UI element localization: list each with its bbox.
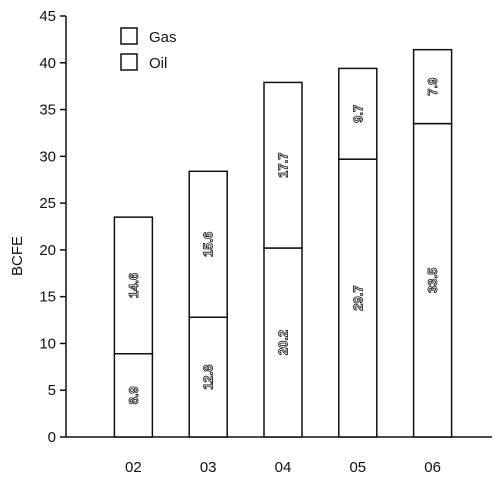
bar-segment-gas-03 — [188, 170, 228, 318]
y-axis-title: BCFE — [9, 236, 26, 276]
y-tick-label: 40 — [39, 55, 56, 72]
y-tick-label: 30 — [39, 148, 56, 165]
bar-segment-oil-02 — [113, 352, 154, 438]
bar-segment-oil-05 — [338, 158, 378, 438]
data-label-gas-05: 9.7 — [350, 105, 365, 123]
legend-swatch-gas — [120, 27, 138, 45]
x-tick-label: 06 — [424, 459, 441, 476]
bar-segment-gas-04 — [263, 81, 303, 249]
y-tick-label: 45 — [39, 8, 56, 25]
data-label-oil-02: 8.9 — [126, 386, 141, 404]
bar-segment-oil-04 — [263, 247, 303, 438]
data-label-gas-04: 17.7 — [276, 153, 291, 178]
y-tick-label: 35 — [39, 102, 56, 119]
x-axis: 02 03 04 05 06 — [66, 436, 492, 476]
data-label-oil-05: 29.7 — [350, 285, 365, 310]
data-label-oil-04: 20.2 — [276, 330, 291, 355]
data-label-oil-06: 33.5 — [425, 268, 440, 293]
legend-swatch-oil — [120, 53, 138, 71]
bar-segment-gas-06 — [412, 48, 453, 125]
y-tick-label: 20 — [39, 242, 56, 259]
data-label-gas-02: 14.6 — [126, 273, 141, 298]
bar-segment-gas-05 — [338, 67, 378, 160]
x-tick-label: 05 — [349, 459, 366, 476]
y-tick-label: 5 — [48, 382, 56, 399]
y-axis: 0 5 10 15 20 25 30 35 40 45 — [39, 8, 67, 446]
bar-segment-gas-02 — [113, 216, 154, 355]
x-tick-label: 04 — [275, 459, 292, 476]
y-tick-label: 15 — [39, 289, 56, 306]
data-label-oil-03: 12.8 — [201, 364, 216, 389]
legend-label-oil: Oil — [149, 55, 167, 72]
legend-label-gas: Gas — [149, 29, 177, 46]
data-label-gas-03: 15.6 — [201, 232, 216, 257]
legend: Gas Oil — [120, 27, 177, 72]
bar-group: 8.9 14.6 12.8 15.6 20.2 17.7 29.7 9.7 33.5 7.9 — [113, 48, 453, 438]
y-tick-label: 0 — [48, 429, 56, 446]
data-label-gas-06: 7.9 — [425, 78, 440, 96]
y-tick-label: 25 — [39, 195, 56, 212]
x-tick-label: 03 — [200, 459, 217, 476]
y-tick-label: 10 — [39, 335, 56, 352]
x-tick-label: 02 — [125, 459, 142, 476]
